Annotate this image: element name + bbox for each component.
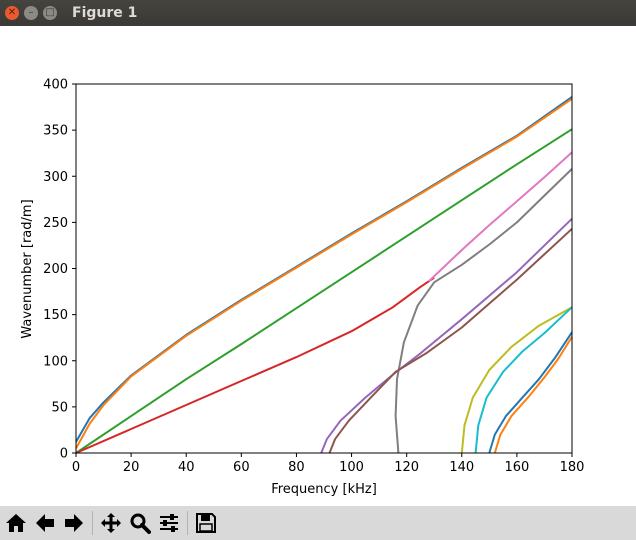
maximize-window-icon[interactable]: □ [43,6,57,20]
pan-button[interactable] [98,510,124,536]
x-tick-label: 0 [72,460,80,475]
x-axis-label: Frequency [kHz] [271,482,377,497]
y-tick-label: 350 [43,124,68,139]
toolbar-separator [187,511,188,535]
y-tick-label: 200 [43,262,68,277]
series-line-11 [488,331,573,454]
forward-button[interactable] [61,510,87,536]
toolbar-separator [92,511,93,535]
home-icon [6,514,26,532]
window-title: Figure 1 [72,5,138,21]
y-tick-label: 50 [51,400,68,415]
save-icon [196,513,216,533]
y-tick-label: 400 [43,78,68,93]
subplots-icon [160,514,178,532]
home-button[interactable] [3,510,29,536]
back-arrow-icon [36,514,54,532]
x-tick-label: 100 [339,460,364,475]
x-tick-label: 140 [449,460,474,475]
pan-icon [101,513,121,533]
series-line-6 [394,168,573,454]
series-line-12 [493,336,573,454]
series-line-10 [474,306,573,454]
window-titlebar: ✕ – □ Figure 1 [0,0,636,26]
minimize-window-icon[interactable]: – [24,6,38,20]
x-tick-label: 180 [560,460,585,475]
x-tick-label: 60 [233,460,250,475]
line-chart[interactable]: 0 20 40 60 80 100 120 140 160 180 0 50 100 150 200 250… [0,26,636,506]
x-tick-label: 160 [504,460,529,475]
close-window-icon[interactable]: ✕ [5,6,19,20]
series-line-4 [75,276,435,454]
series-line-7 [320,217,573,454]
series-line-2 [75,97,573,449]
series-line-8 [328,228,573,454]
forward-arrow-icon [65,514,83,532]
x-tick-label: 120 [394,460,419,475]
navigation-toolbar [0,506,636,540]
y-axis-label: Wavenumber [rad/m] [20,199,35,338]
series-line-3 [75,128,573,454]
plot-frame [75,83,573,454]
zoom-button[interactable] [127,510,153,536]
y-tick-label: 150 [43,308,68,323]
zoom-icon [130,513,151,534]
series-line-5 [428,151,573,283]
back-button[interactable] [32,510,58,536]
y-tick-label: 100 [43,354,68,369]
figure-canvas[interactable]: 0 20 40 60 80 100 120 140 160 180 0 50 100 150 200 250… [0,26,636,506]
series-line-9 [460,306,573,454]
x-tick-label: 80 [288,460,305,475]
y-tick-label: 300 [43,170,68,185]
x-tick-label: 20 [123,460,140,475]
y-tick-label: 250 [43,216,68,231]
subplots-button[interactable] [156,510,182,536]
x-tick-label: 40 [178,460,195,475]
save-button[interactable] [193,510,219,536]
y-tick-label: 0 [60,447,68,462]
